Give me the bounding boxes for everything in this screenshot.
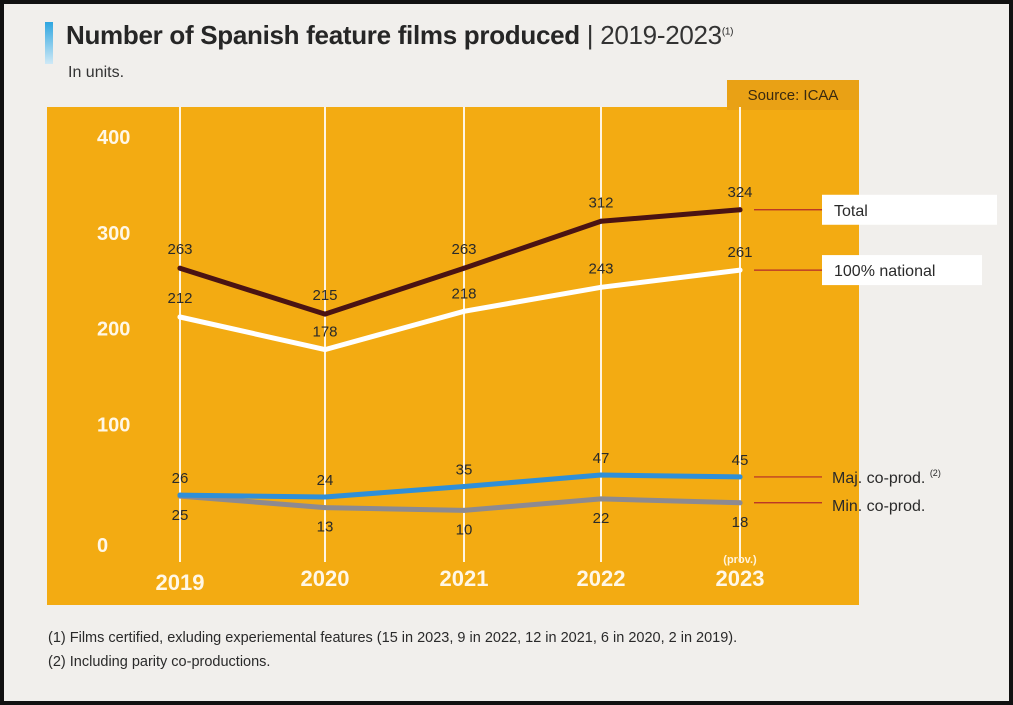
legend-box-national	[822, 255, 982, 286]
legend-label-maj-note: (2)	[930, 468, 941, 478]
data-label-total-2019: 263	[167, 241, 192, 258]
data-label-national-2021: 218	[451, 285, 476, 302]
chart-title: Number of Spanish feature films produced…	[66, 20, 733, 51]
point-total-2023	[737, 207, 743, 213]
x-tick-label-2022: 2022	[577, 566, 626, 591]
chart-subtitle: In units.	[68, 64, 125, 81]
y-tick-label-300: 300	[97, 223, 130, 245]
y-tick-label-0: 0	[97, 535, 108, 557]
legend-label-total: Total	[834, 203, 868, 220]
legend-label-min: Min. co-prod.	[832, 498, 925, 515]
point-min-2022	[598, 496, 604, 502]
data-label-total-2023: 324	[727, 184, 752, 201]
source-label: Source: ICAA	[748, 87, 839, 104]
point-national-2021	[461, 308, 467, 314]
point-total-2019	[177, 265, 183, 271]
legend-box-total	[822, 194, 997, 225]
title-years: 2019-2023	[600, 20, 722, 50]
legend-label-maj: Maj. co-prod. (2)	[832, 468, 941, 487]
point-national-2019	[177, 314, 183, 320]
x-tick-label-2019: 2019	[156, 570, 205, 595]
data-label-min-2019: 25	[172, 507, 189, 524]
point-maj-2023	[737, 474, 743, 480]
footnote-1: (1) Films certified, exluding experiemen…	[48, 630, 738, 646]
data-label-maj-2019: 26	[172, 470, 189, 487]
title-accent-bar	[45, 22, 53, 64]
point-maj-2021	[461, 484, 467, 489]
chart-panel	[47, 107, 859, 605]
point-min-2020	[322, 505, 328, 511]
data-label-national-2019: 212	[167, 290, 192, 307]
y-tick-label-100: 100	[97, 414, 130, 436]
point-total-2021	[461, 265, 467, 271]
x-provisional-note: (prov.)	[723, 554, 757, 566]
point-maj-2020	[322, 494, 328, 500]
data-label-total-2021: 263	[451, 241, 476, 258]
source-tab	[727, 80, 859, 110]
legend-label-maj-text: Maj. co-prod.	[832, 470, 930, 487]
point-national-2022	[598, 284, 604, 290]
point-min-2023	[737, 500, 743, 506]
chart-title-main: Number of Spanish feature films produced	[66, 20, 580, 50]
x-tick-label-2021: 2021	[440, 566, 489, 591]
data-label-min-2022: 22	[593, 510, 610, 527]
point-maj-2019	[177, 492, 183, 498]
title-footnote-marker: (1)	[721, 26, 734, 38]
footnotes: (1) Films certified, exluding experiemen…	[48, 630, 737, 678]
title-separator: |	[586, 20, 594, 50]
x-tick-label-2023: 2023	[716, 566, 765, 591]
point-min-2021	[461, 507, 467, 513]
data-label-maj-2022: 47	[593, 450, 610, 467]
y-tick-label-400: 400	[97, 127, 130, 149]
data-label-min-2020: 13	[317, 519, 334, 536]
point-national-2023	[737, 267, 743, 273]
data-label-maj-2020: 24	[317, 472, 334, 489]
footnote-2: (2) Including parity co-productions.	[48, 654, 271, 670]
point-maj-2022	[598, 472, 604, 478]
data-label-maj-2021: 35	[456, 462, 473, 479]
data-label-min-2021: 10	[456, 521, 473, 538]
data-label-national-2022: 243	[588, 260, 613, 277]
data-label-maj-2023: 45	[732, 452, 749, 469]
point-total-2022	[598, 218, 604, 224]
y-tick-label-200: 200	[97, 319, 130, 341]
x-tick-label-2020: 2020	[301, 566, 350, 591]
data-label-total-2022: 312	[588, 194, 613, 211]
point-total-2020	[322, 311, 328, 317]
legend-label-national: 100% national	[834, 263, 935, 280]
data-label-national-2020: 178	[312, 324, 337, 341]
point-national-2020	[322, 347, 328, 353]
data-label-min-2023: 18	[732, 514, 749, 531]
data-label-total-2020: 215	[312, 287, 337, 304]
data-label-national-2023: 261	[727, 244, 752, 261]
